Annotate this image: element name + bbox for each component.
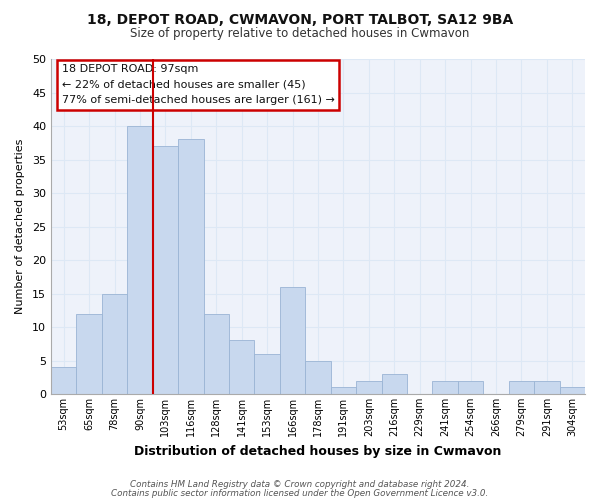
Bar xyxy=(76,314,102,394)
Bar xyxy=(458,380,483,394)
Bar xyxy=(280,287,305,394)
Bar xyxy=(102,294,127,394)
Text: 18 DEPOT ROAD: 97sqm
← 22% of detached houses are smaller (45)
77% of semi-detac: 18 DEPOT ROAD: 97sqm ← 22% of detached h… xyxy=(62,64,334,105)
Bar xyxy=(560,388,585,394)
Bar xyxy=(203,314,229,394)
X-axis label: Distribution of detached houses by size in Cwmavon: Distribution of detached houses by size … xyxy=(134,444,502,458)
Bar xyxy=(433,380,458,394)
Bar xyxy=(331,388,356,394)
Bar xyxy=(509,380,534,394)
Bar xyxy=(356,380,382,394)
Text: Contains public sector information licensed under the Open Government Licence v3: Contains public sector information licen… xyxy=(112,489,488,498)
Bar xyxy=(382,374,407,394)
Bar xyxy=(305,360,331,394)
Bar xyxy=(254,354,280,394)
Text: Size of property relative to detached houses in Cwmavon: Size of property relative to detached ho… xyxy=(130,28,470,40)
Bar xyxy=(229,340,254,394)
Bar xyxy=(178,140,203,394)
Text: Contains HM Land Registry data © Crown copyright and database right 2024.: Contains HM Land Registry data © Crown c… xyxy=(130,480,470,489)
Bar xyxy=(51,367,76,394)
Text: 18, DEPOT ROAD, CWMAVON, PORT TALBOT, SA12 9BA: 18, DEPOT ROAD, CWMAVON, PORT TALBOT, SA… xyxy=(87,12,513,26)
Bar xyxy=(127,126,152,394)
Bar xyxy=(152,146,178,394)
Bar xyxy=(534,380,560,394)
Y-axis label: Number of detached properties: Number of detached properties xyxy=(15,139,25,314)
